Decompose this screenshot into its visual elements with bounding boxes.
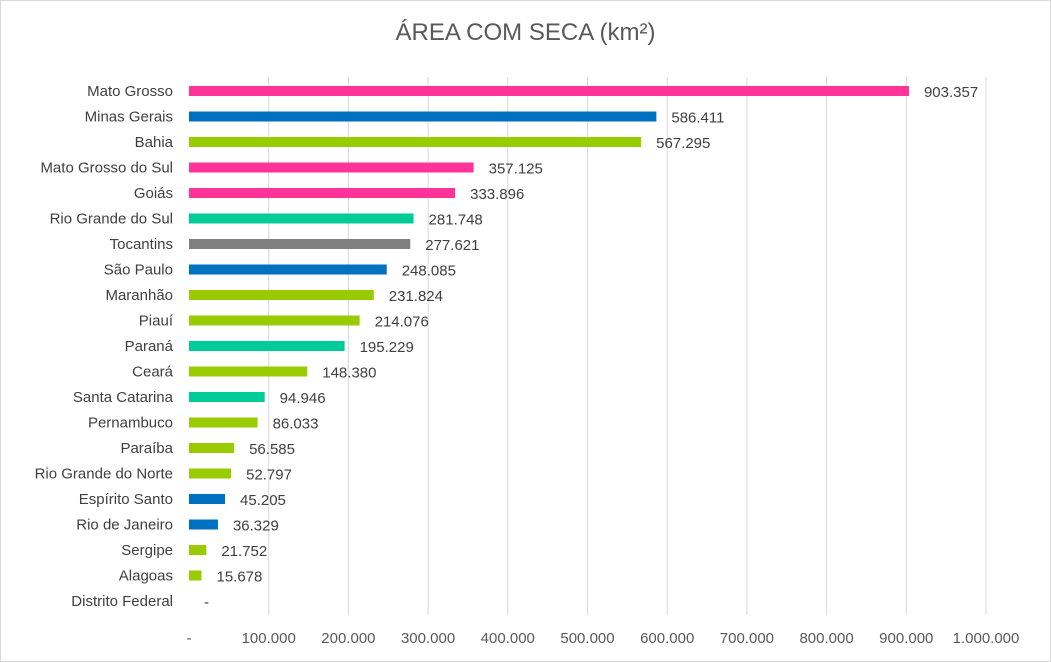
category-label: Sergipe	[121, 542, 173, 559]
category-label: Maranhão	[105, 287, 173, 304]
bar	[189, 545, 207, 555]
data-label: 281.748	[429, 212, 483, 229]
bar	[189, 392, 265, 402]
bar	[189, 213, 414, 224]
x-tick-label: 400.000	[481, 630, 535, 647]
category-label: Tocantins	[110, 236, 173, 253]
category-label: Santa Catarina	[73, 389, 174, 406]
data-label: 214.076	[375, 314, 429, 331]
category-label: São Paulo	[104, 262, 173, 279]
bar	[189, 162, 474, 173]
chart-title: ÁREA COM SECA (km²)	[395, 19, 656, 46]
data-label: 56.585	[249, 441, 295, 458]
category-label: Distrito Federal	[71, 593, 173, 610]
category-label: Mato Grosso	[87, 83, 173, 100]
category-label: Rio Grande do Sul	[50, 211, 173, 228]
data-label: 586.411	[671, 110, 724, 127]
data-label: 357.125	[489, 161, 543, 178]
x-tick-label: 300.000	[401, 630, 455, 647]
bar	[189, 315, 360, 326]
bar	[189, 341, 345, 351]
x-tick-label: 200.000	[321, 630, 375, 647]
data-label: 45.205	[240, 492, 286, 509]
bar	[189, 519, 218, 530]
bar	[189, 86, 909, 96]
x-tick-label: 500.000	[560, 630, 614, 647]
x-tick-label: 1.000.000	[953, 630, 1020, 647]
data-label: 52.797	[246, 467, 292, 484]
bar	[189, 443, 235, 453]
x-tick-label: 700.000	[720, 630, 774, 647]
data-label: 231.824	[389, 288, 443, 305]
x-tick-label: 100.000	[242, 630, 296, 647]
data-label: 148.380	[322, 365, 376, 382]
data-label: 21.752	[221, 543, 267, 560]
category-label: Rio de Janeiro	[76, 517, 173, 534]
category-label: Paraíba	[120, 440, 173, 457]
bar	[189, 264, 387, 275]
bar	[189, 468, 232, 479]
category-label: Espírito Santo	[79, 491, 173, 508]
category-label: Mato Grosso do Sul	[40, 160, 173, 177]
data-label: 94.946	[280, 390, 326, 407]
category-label: Alagoas	[119, 568, 173, 585]
x-tick-label: 800.000	[799, 630, 853, 647]
bar	[189, 366, 308, 377]
data-label: 36.329	[233, 518, 279, 535]
category-label: Pernambuco	[88, 415, 173, 432]
data-label: 15.678	[216, 569, 262, 586]
bar	[189, 417, 258, 428]
data-label: 903.357	[924, 84, 978, 101]
category-label: Ceará	[132, 364, 174, 381]
x-tick-label: 900.000	[879, 630, 933, 647]
data-label: 567.295	[656, 135, 710, 152]
bar	[189, 239, 411, 249]
bar	[189, 188, 456, 198]
data-label: -	[204, 594, 209, 611]
bar	[189, 290, 374, 300]
x-tick-label: 600.000	[640, 630, 694, 647]
category-label: Bahia	[135, 134, 174, 151]
data-label: 248.085	[402, 263, 456, 280]
bar	[189, 494, 226, 504]
category-label: Paraná	[125, 338, 174, 355]
category-label: Rio Grande do Norte	[35, 466, 173, 483]
category-label: Piauí	[139, 313, 174, 330]
bar	[189, 111, 657, 122]
category-label: Minas Gerais	[85, 109, 173, 126]
bar	[189, 570, 202, 581]
data-label: 195.229	[360, 339, 414, 356]
data-label: 333.896	[470, 186, 524, 203]
data-label: 86.033	[273, 416, 319, 433]
category-label: Goiás	[134, 185, 173, 202]
bar	[189, 137, 642, 147]
x-tick-label: -	[187, 630, 192, 647]
data-label: 277.621	[425, 237, 479, 254]
